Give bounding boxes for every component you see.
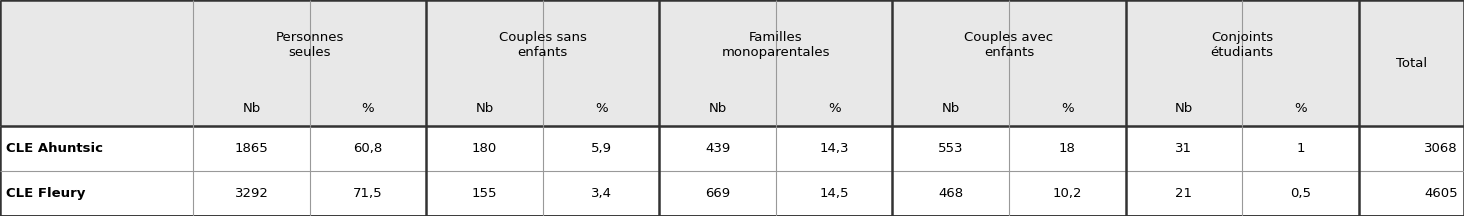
Text: 155: 155 bbox=[471, 187, 498, 200]
Text: Nb: Nb bbox=[709, 102, 726, 115]
Bar bbox=[543, 91, 659, 126]
Bar bbox=[1241, 91, 1359, 126]
Text: 3292: 3292 bbox=[234, 187, 268, 200]
Text: 18: 18 bbox=[1058, 142, 1076, 155]
Bar bbox=[0, 126, 193, 216]
Bar bbox=[659, 91, 776, 126]
Text: Nb: Nb bbox=[476, 102, 493, 115]
Bar bbox=[426, 0, 659, 91]
Text: 468: 468 bbox=[938, 187, 963, 200]
Bar bbox=[893, 91, 1009, 126]
Text: CLE Ahuntsic: CLE Ahuntsic bbox=[6, 142, 102, 155]
Text: 1: 1 bbox=[1296, 142, 1304, 155]
Text: Conjoints
étudiants: Conjoints étudiants bbox=[1211, 31, 1274, 59]
Text: %: % bbox=[1294, 102, 1307, 115]
Text: Couples sans
enfants: Couples sans enfants bbox=[499, 31, 587, 59]
Text: 553: 553 bbox=[938, 142, 963, 155]
Bar bbox=[193, 91, 310, 126]
Text: Couples avec
enfants: Couples avec enfants bbox=[965, 31, 1054, 59]
Bar bbox=[0, 0, 193, 126]
Text: 669: 669 bbox=[706, 187, 731, 200]
Text: Nb: Nb bbox=[1174, 102, 1193, 115]
Text: 4605: 4605 bbox=[1424, 187, 1458, 200]
Text: 180: 180 bbox=[471, 142, 498, 155]
Text: 60,8: 60,8 bbox=[353, 142, 382, 155]
Bar bbox=[426, 91, 543, 126]
Text: 439: 439 bbox=[706, 142, 731, 155]
Bar bbox=[659, 0, 893, 91]
Text: %: % bbox=[362, 102, 375, 115]
Text: 14,3: 14,3 bbox=[820, 142, 849, 155]
Text: 3,4: 3,4 bbox=[590, 187, 612, 200]
Bar bbox=[193, 0, 426, 91]
Text: 10,2: 10,2 bbox=[1053, 187, 1082, 200]
Bar bbox=[1359, 0, 1464, 126]
Text: %: % bbox=[827, 102, 840, 115]
Bar bbox=[1359, 126, 1464, 216]
Text: Nb: Nb bbox=[243, 102, 261, 115]
Text: 31: 31 bbox=[1176, 142, 1192, 155]
Text: 14,5: 14,5 bbox=[820, 187, 849, 200]
Text: 1865: 1865 bbox=[234, 142, 268, 155]
Text: %: % bbox=[594, 102, 608, 115]
Text: Nb: Nb bbox=[941, 102, 960, 115]
Text: 71,5: 71,5 bbox=[353, 187, 384, 200]
Bar bbox=[1126, 91, 1241, 126]
Bar bbox=[1126, 0, 1359, 91]
Text: 0,5: 0,5 bbox=[1290, 187, 1310, 200]
Text: 5,9: 5,9 bbox=[590, 142, 612, 155]
Text: 21: 21 bbox=[1176, 187, 1192, 200]
Text: Personnes
seules: Personnes seules bbox=[275, 31, 344, 59]
Bar bbox=[310, 91, 426, 126]
Text: Familles
monoparentales: Familles monoparentales bbox=[722, 31, 830, 59]
Bar bbox=[776, 91, 893, 126]
Text: %: % bbox=[1061, 102, 1073, 115]
Bar bbox=[893, 0, 1126, 91]
Text: Total: Total bbox=[1395, 57, 1427, 70]
Bar bbox=[1009, 91, 1126, 126]
Text: CLE Fleury: CLE Fleury bbox=[6, 187, 85, 200]
Bar bbox=[193, 126, 1359, 216]
Text: 3068: 3068 bbox=[1424, 142, 1458, 155]
